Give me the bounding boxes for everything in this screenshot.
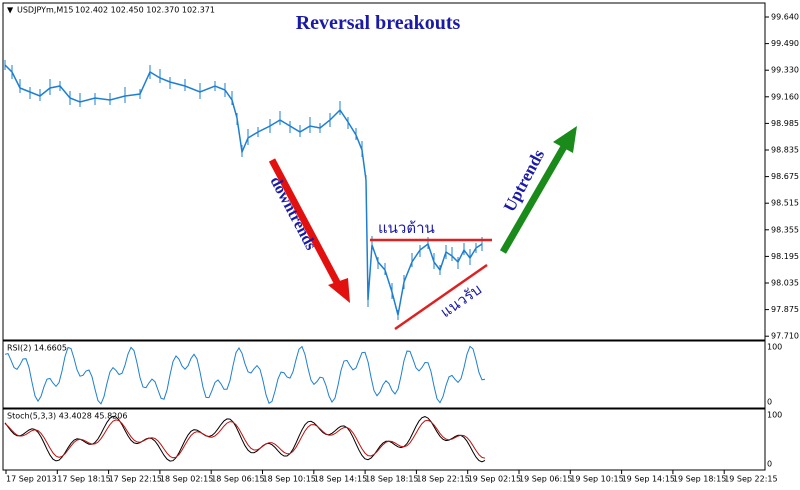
price-label: 97.710 [771,332,799,341]
time-label: 19 Sep 18:15 [673,475,726,484]
stoch-signal [4,419,486,459]
time-label: 18 Sep 22:15 [416,475,469,484]
time-label: 17 Sep 18:15 [57,475,110,484]
resistance-label: แนวต้าน [378,219,435,237]
uptrend-arrowhead [553,126,577,153]
stoch-axis-top: 100 [767,411,782,420]
time-label: 18 Sep 02:15 [160,475,213,484]
price-label: 98.675 [771,172,799,181]
rsi-line [4,345,486,405]
rsi-panel [2,340,766,409]
time-label: 19 Sep 14:15 [622,475,675,484]
time-label: 18 Sep 14:15 [314,475,367,484]
stoch-axis-bottom: 0 [767,460,772,469]
menu-arrow[interactable]: ▼ [7,6,14,15]
rsi-label: RSI(2) 14.6605 [7,344,67,353]
price-label: 98.515 [771,199,799,208]
price-label: 98.195 [771,252,799,261]
price-label: 99.490 [771,39,799,48]
price-label: 99.330 [771,66,799,75]
quote: 102.402 102.450 102.370 102.371 [75,6,215,15]
price-label: 99.640 [771,13,799,22]
downtrend-arrowhead [328,278,350,303]
price-label: 98.985 [771,119,799,128]
rsi-axis-bottom: 0 [767,398,772,407]
time-label: 18 Sep 10:15 [263,475,316,484]
title: Reversal breakouts [296,12,461,34]
downtrend-arrow [268,158,344,290]
price-line [4,64,483,316]
price-label: 98.835 [771,146,799,155]
price-label: 98.355 [771,225,799,234]
uptrend-arrow [499,143,569,254]
time-label: 17 Sep 2013 [6,475,57,484]
price-label: 98.035 [771,279,799,288]
price-label: 99.160 [771,92,799,101]
time-label: 18 Sep 06:15 [211,475,264,484]
time-label: 19 Sep 10:15 [570,475,623,484]
rsi-axis-top: 100 [767,343,782,352]
stoch-label: Stoch(5,3,3) 43.4028 45.8206 [7,412,127,421]
symbol: USDJPYm,M15 [17,6,73,15]
time-label: 17 Sep 22:15 [109,475,162,484]
time-label: 19 Sep 22:15 [724,475,777,484]
support-line [394,263,488,331]
axes: 99.640 99.490 99.330 99.160 98.985 98.835 98.6… [5,13,799,484]
stoch-panel [2,408,766,471]
time-label: 18 Sep 18:15 [365,475,418,484]
price-label: 97.875 [771,305,799,314]
stoch-main [4,415,486,463]
price-panel [2,2,766,341]
time-label: 19 Sep 06:15 [519,475,572,484]
time-label: 19 Sep 02:15 [468,475,521,484]
candle-wicks [4,60,483,320]
